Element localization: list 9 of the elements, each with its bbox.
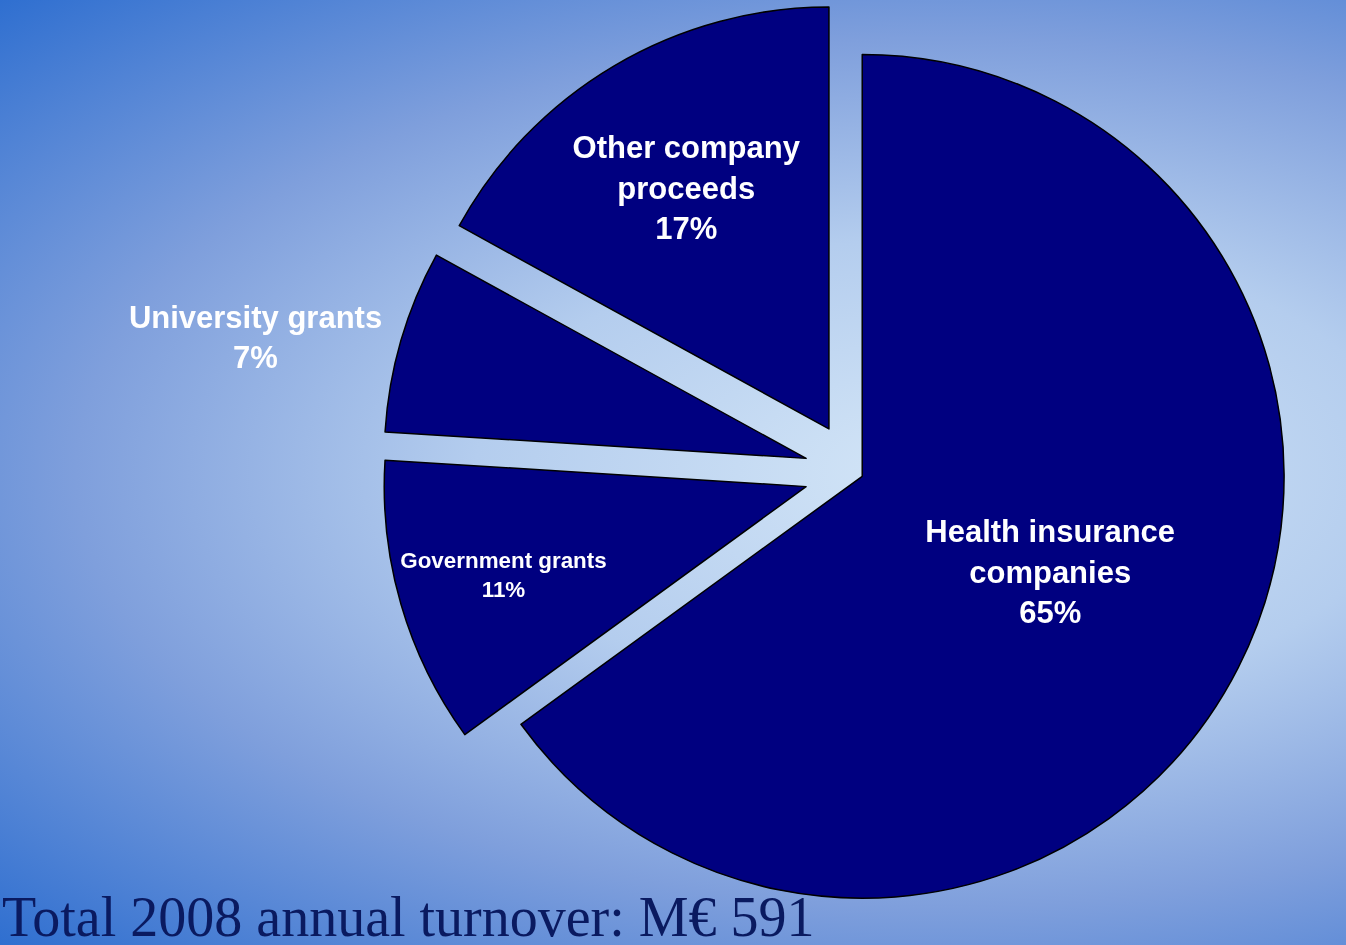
slice-label: University grants [128,300,383,336]
data-label: 65% [1019,594,1082,630]
data-label: 17% [655,211,718,247]
data-label: 7% [233,340,278,376]
data-label: 11% [481,576,526,602]
text: Total 2008 annual turnover: M€ 591 [2,886,815,945]
slice-label: Other company proceeds [572,130,801,206]
slice-label: Government grants [400,547,607,573]
slice-label: Health insurance companies [925,514,1176,590]
